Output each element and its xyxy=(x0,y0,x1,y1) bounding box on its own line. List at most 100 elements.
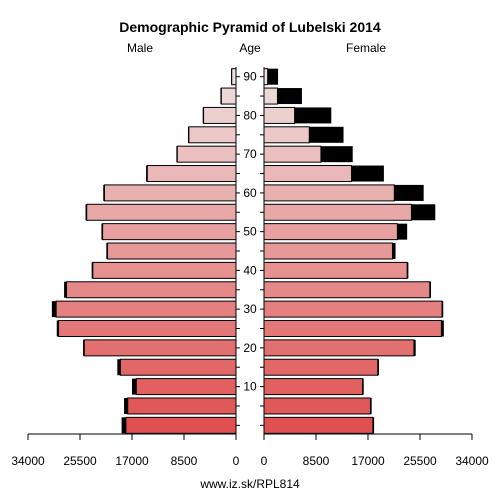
female-bar xyxy=(263,261,408,279)
male-x-tick-label: 25500 xyxy=(63,454,97,468)
male-bars xyxy=(51,68,237,434)
age-label: Age xyxy=(239,41,261,55)
female-x-tick-label: 34000 xyxy=(455,454,489,468)
age-tick-label: 50 xyxy=(243,225,257,239)
male-bar xyxy=(125,416,237,434)
axes: 10 20 30 40 50 60 70 80 90 34000 25500 17000 8500 0 0 8… xyxy=(11,67,489,468)
female-x-tick-label: 17000 xyxy=(351,454,385,468)
male-bar xyxy=(220,87,237,105)
female-excess-bar xyxy=(277,88,302,105)
female-bar xyxy=(263,300,443,318)
female-bar xyxy=(263,397,371,415)
female-excess-bar xyxy=(429,281,432,298)
male-bar xyxy=(103,184,237,202)
age-tick-label: 30 xyxy=(243,302,257,316)
female-excess-bar xyxy=(320,146,353,163)
male-bar xyxy=(127,397,237,415)
male-excess-bar xyxy=(124,397,128,414)
male-excess-bar xyxy=(85,204,87,221)
female-excess-bar xyxy=(407,262,409,279)
male-excess-bar xyxy=(56,320,59,337)
male-bar xyxy=(83,339,237,357)
age-tick-label: 80 xyxy=(243,108,257,122)
male-x-tick-label: 17000 xyxy=(115,454,149,468)
age-tick-label: 90 xyxy=(243,70,257,84)
male-label: Male xyxy=(127,41,153,55)
male-excess-bar xyxy=(101,223,103,240)
age-tick-label: 10 xyxy=(243,380,257,394)
male-bar xyxy=(55,300,237,318)
male-x-tick-label: 34000 xyxy=(11,454,45,468)
female-excess-bar xyxy=(377,359,380,376)
female-x-tick-label: 0 xyxy=(261,454,268,468)
female-excess-bar xyxy=(362,378,364,395)
male-excess-bar xyxy=(146,165,148,182)
female-excess-bar xyxy=(309,126,344,143)
female-excess-bar xyxy=(370,397,372,414)
male-excess-bar xyxy=(64,281,67,298)
female-x-tick-label: 8500 xyxy=(303,454,330,468)
female-excess-bar xyxy=(351,165,384,182)
male-excess-bar xyxy=(51,301,57,318)
male-excess-bar xyxy=(83,339,85,356)
female-excess-bar xyxy=(441,320,444,337)
male-bar xyxy=(86,203,237,221)
male-excess-bar xyxy=(176,146,178,163)
female-excess-bar xyxy=(392,243,396,260)
female-excess-bar xyxy=(394,184,424,201)
female-bar xyxy=(263,165,352,183)
female-label: Female xyxy=(346,41,386,55)
female-excess-bar xyxy=(413,339,416,356)
female-bars xyxy=(263,68,444,434)
male-bar xyxy=(92,261,237,279)
male-bar xyxy=(146,165,237,183)
male-bar xyxy=(58,319,237,337)
female-bar xyxy=(263,126,310,144)
male-bar xyxy=(203,106,237,124)
female-excess-bar xyxy=(442,301,444,318)
female-excess-bar xyxy=(372,417,375,434)
female-excess-bar xyxy=(294,107,332,124)
female-bar xyxy=(263,106,296,124)
male-excess-bar xyxy=(187,126,189,143)
female-bar xyxy=(263,339,415,357)
male-bar xyxy=(176,145,237,163)
female-excess-bar xyxy=(267,68,279,85)
female-bar xyxy=(263,358,379,376)
male-excess-bar xyxy=(202,107,204,124)
male-x-tick-label: 0 xyxy=(233,454,240,468)
male-excess-bar xyxy=(231,68,232,85)
male-bar xyxy=(102,223,237,241)
female-bar xyxy=(263,184,395,202)
female-bar xyxy=(263,68,269,86)
age-tick-label: 70 xyxy=(243,147,257,161)
female-bar xyxy=(263,319,442,337)
male-bar xyxy=(135,378,237,396)
female-excess-bar xyxy=(397,223,408,240)
male-excess-bar xyxy=(117,359,121,376)
male-excess-bar xyxy=(106,243,108,260)
age-tick-label: 60 xyxy=(243,186,257,200)
female-bar xyxy=(263,242,393,260)
female-bar xyxy=(263,145,322,163)
male-x-tick-label: 8500 xyxy=(171,454,198,468)
female-excess-bar xyxy=(411,204,436,221)
male-bar xyxy=(119,358,237,376)
male-excess-bar xyxy=(91,262,93,279)
female-bar xyxy=(263,87,278,105)
female-bar xyxy=(263,223,398,241)
male-excess-bar xyxy=(132,378,137,395)
chart-title: Demographic Pyramid of Lubelski 2014 xyxy=(119,19,381,35)
footer-url: www.iz.sk/RPL814 xyxy=(199,477,300,491)
male-excess-bar xyxy=(121,417,126,434)
male-bar xyxy=(66,281,237,299)
male-bar xyxy=(107,242,237,260)
female-bar xyxy=(263,378,363,396)
male-excess-bar xyxy=(220,88,222,105)
male-excess-bar xyxy=(103,184,105,201)
female-bar xyxy=(263,203,412,221)
female-bar xyxy=(263,416,374,434)
female-bar xyxy=(263,281,431,299)
